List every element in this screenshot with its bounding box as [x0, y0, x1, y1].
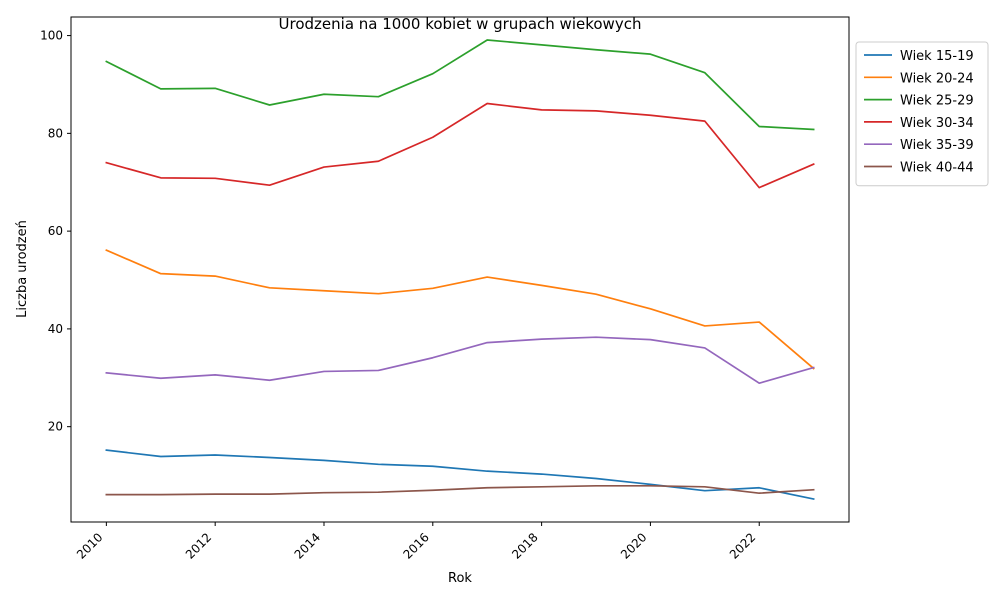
- legend-label-5: Wiek 35-39: [900, 138, 974, 153]
- legend-label-3: Wiek 25-29: [900, 94, 974, 109]
- series-line-1: [105, 449, 815, 501]
- y-axis-label: Liczba urodzeń: [15, 220, 30, 318]
- y-tick-label: 20: [48, 420, 63, 434]
- series-line-6: [105, 484, 815, 496]
- series-layer: [105, 39, 815, 501]
- x-axis-label: Rok: [448, 571, 472, 586]
- legend-label-1: Wiek 15-19: [900, 49, 974, 64]
- chart-title: Urodzenia na 1000 kobiet w grupach wieko…: [279, 15, 642, 33]
- series-line-4: [105, 102, 815, 189]
- plot-frame: [70, 16, 850, 523]
- series-line-5: [105, 336, 815, 385]
- y-axis-ticks: 20 40 60 80 100: [40, 29, 71, 434]
- legend-label-4: Wiek 30-34: [900, 116, 974, 131]
- y-tick-label: 100: [40, 29, 63, 43]
- y-tick-label: 40: [48, 322, 63, 336]
- series-line-2: [105, 249, 815, 370]
- y-tick-label: 60: [48, 224, 63, 238]
- legend-label-6: Wiek 40-44: [900, 161, 974, 176]
- legend: Wiek 15-19 Wiek 20-24 Wiek 25-29 Wiek 30-34…: [855, 41, 989, 187]
- legend-label-2: Wiek 20-24: [900, 71, 974, 86]
- y-tick-label: 80: [48, 126, 63, 140]
- series-line-3: [105, 39, 815, 131]
